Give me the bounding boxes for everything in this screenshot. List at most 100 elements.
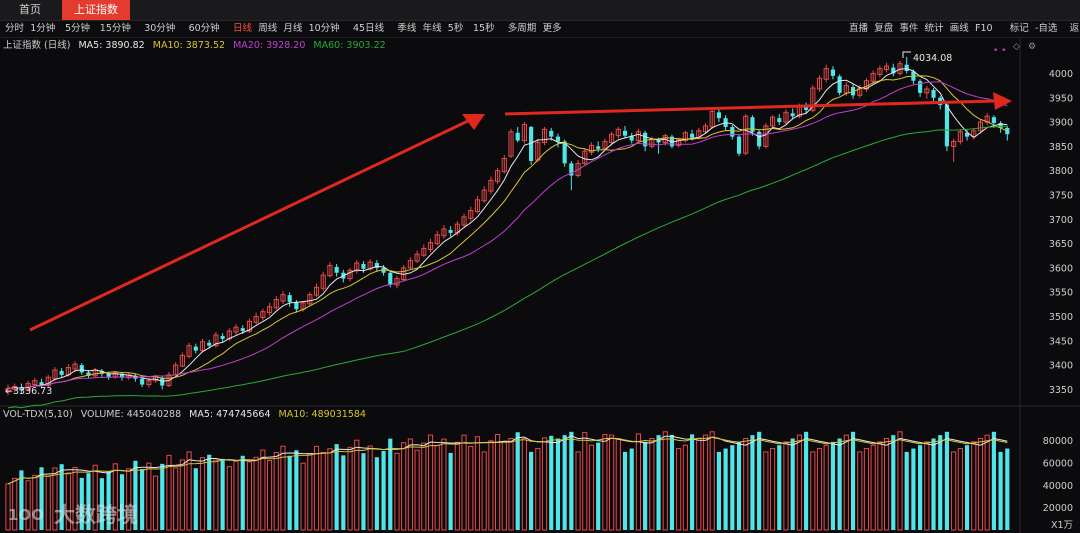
volume-bar (615, 438, 621, 531)
toolbar-button[interactable]: F10 (975, 23, 993, 34)
volume-axis-label: 80000 (1043, 436, 1073, 447)
candle-body (354, 262, 360, 272)
volume-ma5-line (7, 435, 1008, 485)
volume-bar (119, 474, 125, 530)
main-chart-legend: 上证指数 (日线) MA5: 3890.82 MA10: 3873.52 MA2… (3, 39, 391, 52)
volume-bar (816, 448, 823, 531)
toolbar-button[interactable]: 统计 (924, 23, 944, 34)
volume-bar (99, 478, 104, 530)
volume-bar (341, 455, 346, 530)
candle-body (877, 68, 883, 75)
low-price-label: ←3336.73 (5, 386, 52, 397)
candle-body (220, 335, 225, 339)
candle-body (682, 132, 688, 142)
period-item[interactable]: 15分钟 (99, 23, 131, 34)
period-item[interactable]: 1分钟 (30, 23, 56, 34)
candle-body (186, 345, 192, 357)
tab-shanghai-index[interactable]: 上证指数 (62, 0, 130, 20)
candle-body (361, 264, 366, 269)
volume-bar (300, 462, 306, 531)
volume-bar (830, 441, 835, 530)
period-item[interactable]: 10分钟 (308, 23, 340, 34)
candle-body (32, 380, 38, 386)
candle-body (273, 298, 279, 309)
volume-bar (441, 438, 447, 531)
period-item[interactable]: 月线 (283, 23, 303, 34)
period-item[interactable]: 60分钟 (188, 23, 220, 34)
candle-body (783, 111, 789, 123)
candle-body (287, 295, 292, 302)
period-item[interactable]: 5秒 (447, 23, 464, 34)
price-axis-label: 3850 (1049, 142, 1073, 153)
toolbar-button[interactable]: 复盘 (874, 23, 894, 34)
tab-home[interactable]: 首页 (19, 3, 41, 16)
volume-bar (448, 452, 453, 530)
candle-body (656, 140, 661, 143)
candle-body (635, 131, 642, 142)
period-item[interactable]: 45日线 (353, 23, 385, 34)
toolbar-button[interactable]: 返回 (1069, 23, 1080, 34)
candle-body (448, 229, 453, 233)
volume-bar (769, 448, 776, 531)
volume-bar (454, 441, 460, 531)
candle-body (45, 376, 51, 387)
volume-bar (307, 453, 313, 531)
candle-body (374, 263, 379, 268)
volume-bar (709, 431, 715, 531)
period-item[interactable]: 季线 (397, 23, 417, 34)
period-item[interactable]: 多周期 (507, 23, 537, 34)
candle-body (166, 374, 172, 387)
candle-body (957, 131, 963, 142)
candle-body (669, 136, 675, 147)
candle-body (541, 128, 548, 143)
candle-body (977, 121, 984, 132)
candle-body (260, 311, 266, 318)
toolbar-button[interactable]: 标记 (1009, 23, 1029, 34)
candle-body (622, 130, 628, 136)
volume-bar (179, 459, 185, 531)
period-item[interactable]: 30分钟 (144, 23, 176, 34)
volume-bar (998, 451, 1003, 530)
candle-body (313, 286, 320, 296)
volume-bar (596, 442, 601, 530)
volume-bar (52, 467, 58, 531)
volume-bar (743, 438, 749, 531)
volume-bar (461, 434, 467, 531)
marker-dots-icon: • • (993, 46, 1006, 56)
candle-body (823, 68, 829, 80)
candle-body (918, 81, 923, 93)
tab-bar: 首页 上证指数 (0, 0, 1080, 21)
toolbar-button[interactable]: 直播 (849, 23, 869, 34)
period-item[interactable]: 年线 (422, 23, 442, 34)
volume-bar (957, 448, 963, 531)
volume-bar (173, 467, 179, 531)
candle-body (414, 253, 420, 262)
candle-body (59, 370, 64, 375)
candle-body (690, 133, 695, 138)
candle-body (643, 132, 648, 147)
period-item[interactable]: 日线 (233, 23, 253, 34)
volume-bar (294, 450, 299, 530)
period-item[interactable]: 15秒 (473, 23, 495, 34)
period-item[interactable]: 分时 (5, 23, 25, 34)
volume-bar (870, 444, 876, 531)
candle-body (381, 267, 386, 273)
volume-bar (280, 445, 286, 531)
period-item[interactable]: 周线 (258, 23, 278, 34)
volume-axis-label: 20000 (1043, 503, 1073, 514)
ma20-line (7, 81, 1008, 389)
period-item[interactable]: 5分钟 (65, 23, 91, 34)
period-item[interactable]: 更多 (542, 23, 562, 34)
volume-bar (883, 438, 890, 531)
volume-bar (535, 448, 541, 531)
candle-body (816, 77, 823, 90)
toolbar-button[interactable]: -自选 (1035, 23, 1058, 34)
volume-ma10-line (7, 436, 1008, 485)
toolbar-button[interactable]: 画线 (949, 23, 969, 34)
volume-bar (65, 472, 71, 531)
volume-bar (562, 435, 567, 530)
toolbar-button[interactable]: 事件 (899, 23, 919, 34)
legend-ma20: MA20: 3928.20 (233, 40, 306, 51)
volume-bar (407, 438, 413, 531)
